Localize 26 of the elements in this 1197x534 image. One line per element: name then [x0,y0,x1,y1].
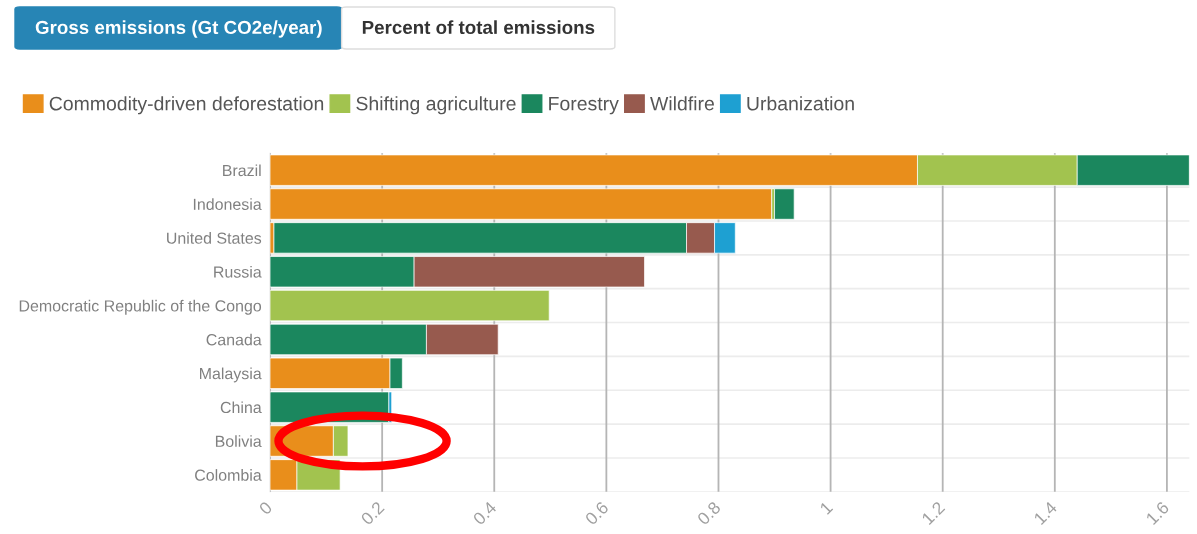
y-tick-label: Colombia [195,469,262,481]
y-tick-label: Bolivia [215,435,262,447]
y-tick-label: Democratic Republic of the Congo [19,299,262,315]
x-tick-label: 1.2 [921,500,946,526]
text: Gross emissions (Gt CO2e/year) [35,20,322,38]
y-tick-label: Indonesia [193,198,262,210]
legend-label: Forestry [549,96,619,115]
text: Percent of total emissions [362,20,595,35]
x-tick-label: 0.4 [472,500,498,526]
legend-label: Wildfire [650,96,714,111]
x-tick-label: 0 [258,500,273,516]
x-tick-label: 0.6 [584,500,610,526]
legend-label: Urbanization [747,96,854,111]
y-tick-label: Canada [206,333,262,346]
y-tick-label: Brazil [223,164,261,177]
y-tick-label: United States [167,232,262,244]
y-tick-label: Malaysia [200,367,262,383]
y-tick-label: China [220,401,262,414]
y-tick-label: Russia [214,265,262,278]
x-tick-label: 1.6 [1145,500,1170,526]
x-tick-label: 0.8 [696,500,722,526]
x-tick-label: 1.4 [1033,500,1058,526]
legend-label: Shifting agriculture [356,96,516,115]
x-tick-label: 0.2 [360,500,385,526]
legend-label: Commodity-driven deforestation [49,96,324,115]
x-tick-label: 1 [819,501,834,515]
